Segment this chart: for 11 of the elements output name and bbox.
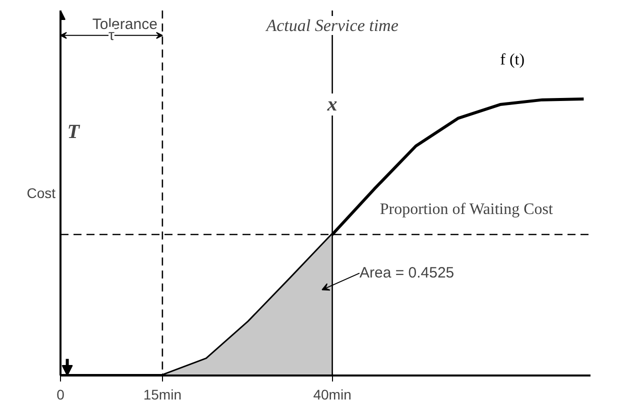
x-tick-label: 0 (56, 386, 65, 402)
x-tick-label: 15min (143, 386, 182, 402)
annotation: Area = 0.4525 (359, 264, 454, 282)
annotation: T (67, 121, 80, 144)
y-axis-title: Cost (26, 185, 56, 201)
text: τ (108, 26, 114, 44)
annotation: Proportion of Waiting Cost (380, 201, 554, 218)
text: Actual Service time (265, 16, 399, 36)
ref-line-label: x (326, 93, 338, 116)
x-tick-label: 40min (313, 386, 352, 402)
text: f (t) (500, 52, 525, 69)
